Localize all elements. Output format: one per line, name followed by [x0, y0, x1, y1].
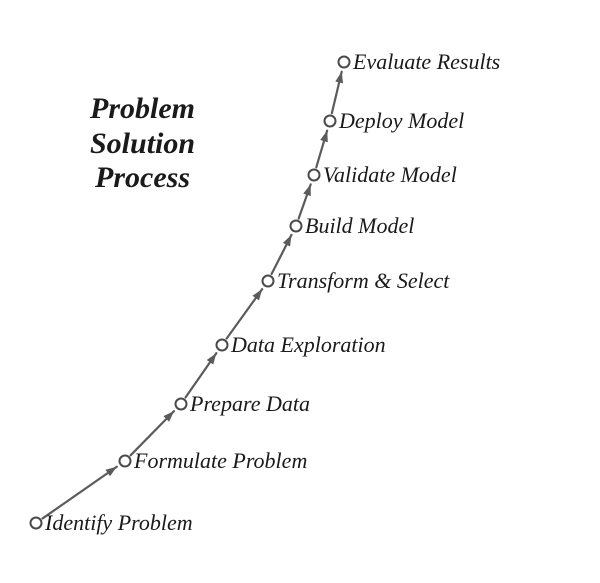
step-node-validate	[308, 169, 321, 182]
step-label-transform: Transform & Select	[277, 268, 449, 294]
step-label-explore: Data Exploration	[231, 332, 386, 358]
step-node-prepare	[175, 398, 188, 411]
step-label-identify: Identify Problem	[45, 510, 193, 536]
step-label-evaluate: Evaluate Results	[353, 49, 500, 75]
diagram-title: Problem Solution Process	[90, 92, 195, 196]
step-node-evaluate	[338, 56, 351, 69]
step-label-formulate: Formulate Problem	[134, 448, 307, 474]
diagram-canvas: Problem Solution Process Identify Proble…	[0, 0, 600, 583]
step-node-build	[290, 220, 303, 233]
step-node-formulate	[119, 455, 132, 468]
step-node-transform	[262, 275, 275, 288]
step-node-identify	[30, 517, 43, 530]
step-label-prepare: Prepare Data	[190, 391, 310, 417]
step-label-deploy: Deploy Model	[339, 108, 464, 134]
step-label-build: Build Model	[305, 213, 414, 239]
step-node-deploy	[324, 115, 337, 128]
step-node-explore	[216, 339, 229, 352]
step-label-validate: Validate Model	[323, 162, 457, 188]
